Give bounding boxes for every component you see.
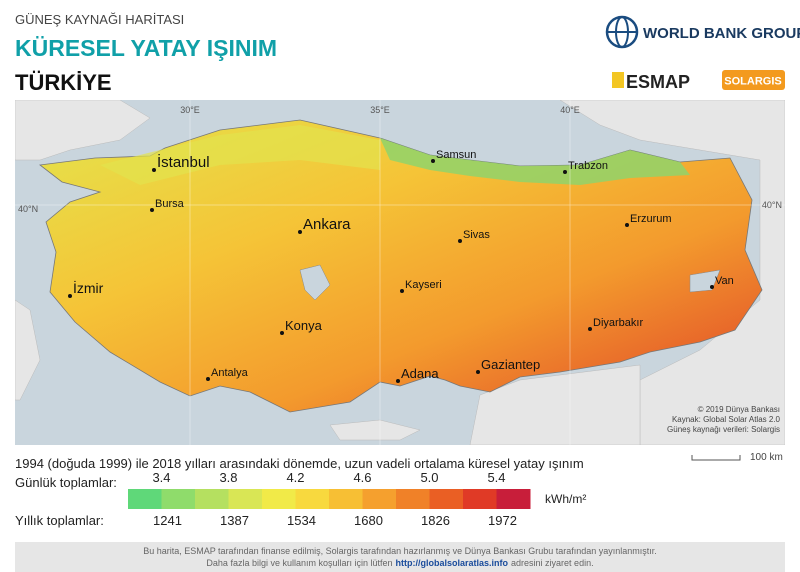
city-label: Konya — [285, 318, 323, 333]
yearly-total: 1387 — [220, 513, 249, 528]
solargis-logo: SOLARGIS — [722, 70, 785, 90]
city-label: Bursa — [155, 198, 185, 210]
city-dot — [396, 379, 400, 383]
legend-swatch — [463, 489, 497, 509]
daily-total: 3.8 — [219, 470, 237, 485]
legend-swatch — [195, 489, 229, 509]
yearly-label: Yıllık toplamlar: — [15, 513, 104, 528]
legend-swatch — [161, 489, 196, 509]
city-dot — [476, 370, 480, 374]
legend-swatch — [429, 489, 464, 509]
city-dot — [458, 239, 462, 243]
city-dot — [588, 327, 592, 331]
yearly-total: 1972 — [488, 513, 517, 528]
city-dot — [563, 170, 567, 174]
city-dot — [150, 208, 154, 212]
scale-label: 100 km — [750, 452, 783, 463]
world-bank-text: WORLD BANK GROUP — [643, 25, 800, 42]
city-dot — [280, 331, 284, 335]
esmap-logo: ESMAP — [612, 72, 690, 92]
footer-text: Daha fazla bilgi ve kullanım koşulları i… — [206, 558, 392, 568]
legend-swatch — [362, 489, 397, 509]
solargis-text: SOLARGIS — [724, 76, 781, 88]
scale-bar: 100 km — [691, 452, 783, 463]
city-dot — [710, 285, 714, 289]
graticule-label: 40°N — [18, 204, 38, 214]
daily-label: Günlük toplamlar: — [15, 475, 117, 490]
yearly-total: 1534 — [287, 513, 316, 528]
yearly-total: 1680 — [354, 513, 383, 528]
country: TÜRKİYE — [15, 70, 112, 95]
credit-line: © 2019 Dünya Bankası — [698, 405, 780, 414]
daily-total: 4.2 — [286, 470, 304, 485]
graticule-label: 35°E — [370, 105, 390, 115]
city-dot — [625, 223, 629, 227]
city-label: İstanbul — [157, 153, 210, 171]
footer-box — [15, 542, 785, 572]
legend-swatch — [496, 489, 531, 509]
footer-link[interactable]: http://globalsolaratlas.info — [396, 558, 509, 568]
city-label: Diyarbakır — [593, 317, 643, 329]
city-dot — [152, 168, 156, 172]
city-label: Gaziantep — [481, 357, 540, 372]
graticule-label: 40°N — [762, 200, 782, 210]
city-label: Sivas — [463, 229, 490, 241]
city-dot — [68, 294, 72, 298]
legend-caption: 1994 (doğuda 1999) ile 2018 yılları aras… — [15, 456, 584, 471]
city-dot — [206, 377, 210, 381]
cities: İstanbul Bursa Ankara Samsun Trabzon Erzurum S… — [68, 149, 734, 383]
city-label: Ankara — [303, 216, 351, 233]
footer-text: adresini ziyaret edin. — [511, 558, 594, 568]
footer-line2: Daha fazla bilgi ve kullanım koşulları i… — [206, 558, 593, 568]
city-dot — [400, 289, 404, 293]
credit-line: Güneş kaynağı verileri: Solargis — [667, 425, 780, 434]
daily-total: 5.4 — [487, 470, 505, 485]
legend-swatch — [228, 489, 263, 509]
footer-line1: Bu harita, ESMAP tarafından finanse edil… — [143, 546, 657, 556]
city-label: Trabzon — [568, 160, 608, 172]
city-label: Van — [715, 275, 734, 287]
color-legend: 3.4 3.8 4.2 4.6 5.0 5.4 1241 1387 1534 1680 1826 19… — [128, 470, 531, 528]
world-bank-logo: WORLD BANK GROUP — [605, 15, 800, 49]
city-label: İzmir — [73, 279, 104, 296]
daily-total: 5.0 — [420, 470, 438, 485]
city-label: Kayseri — [405, 279, 442, 291]
city-label: Adana — [401, 366, 439, 381]
graticule-label: 40°E — [560, 105, 580, 115]
city-label: Erzurum — [630, 213, 672, 225]
city-dot — [431, 159, 435, 163]
yearly-total: 1826 — [421, 513, 450, 528]
esmap-text: ESMAP — [626, 72, 690, 92]
graticule-labels: 30°E 35°E 40°E 40°N 40°N — [18, 105, 782, 214]
legend-unit: kWh/m² — [545, 492, 586, 506]
credit-line: Kaynak: Global Solar Atlas 2.0 — [672, 415, 781, 424]
legend-swatch — [329, 489, 363, 509]
city-label: Antalya — [211, 367, 249, 379]
legend-swatch — [396, 489, 430, 509]
legend-swatch — [295, 489, 330, 509]
title: KÜRESEL YATAY IŞINIM — [15, 35, 277, 61]
city-label: Samsun — [436, 149, 476, 161]
daily-total: 3.4 — [152, 470, 170, 485]
legend-swatch — [262, 489, 296, 509]
map — [15, 100, 785, 445]
graticule-label: 30°E — [180, 105, 200, 115]
yearly-total: 1241 — [153, 513, 182, 528]
legend-swatch — [128, 489, 162, 509]
overline: GÜNEŞ KAYNAĞI HARİTASI — [15, 12, 184, 27]
city-dot — [298, 230, 302, 234]
daily-total: 4.6 — [353, 470, 371, 485]
